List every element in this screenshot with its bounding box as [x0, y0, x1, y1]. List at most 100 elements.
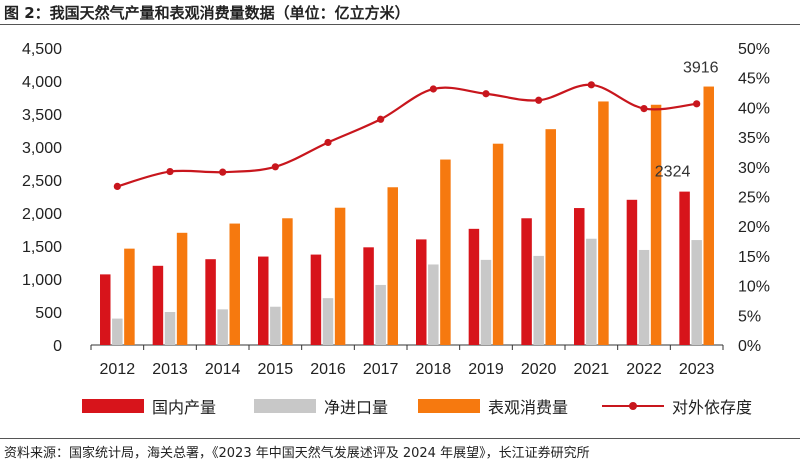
dependency-point: [219, 168, 227, 176]
legend-swatch-net-import: [254, 399, 316, 413]
bar-domestic: [521, 218, 532, 345]
legend-label-net-import: 净进口量: [324, 398, 389, 417]
legend-item-net-import: 净进口量: [254, 393, 388, 419]
y-axis-tick-label: 1,000: [22, 272, 62, 289]
y2-axis-tick-label: 5%: [738, 308, 761, 325]
bar-consumption: [598, 101, 609, 346]
x-axis-tick-label: 2014: [205, 361, 241, 378]
legend-item-domestic: 国内产量: [82, 393, 216, 419]
x-axis-tick-label: 2023: [679, 361, 715, 378]
bar-consumption: [176, 232, 188, 345]
bar-domestic: [416, 239, 427, 345]
y2-axis-tick-label: 0%: [738, 338, 761, 355]
bar-net-import: [638, 249, 650, 345]
bar-net-import: [533, 255, 544, 345]
y-axis-tick-label: 2,500: [22, 173, 62, 190]
bar-net-import: [691, 240, 702, 345]
data-label-domestic-2023: 2324: [655, 164, 691, 181]
bar-consumption: [387, 187, 398, 345]
dependency-point: [271, 163, 279, 171]
x-axis-tick-label: 2022: [626, 361, 662, 378]
legend-item-dependency: 对外依存度: [602, 393, 752, 419]
bar-net-import: [586, 238, 597, 345]
legend-label-consumption: 表观消费量: [488, 398, 569, 417]
y2-axis-tick-label: 10%: [738, 279, 770, 296]
bar-consumption: [282, 218, 293, 345]
data-label-consumption-2023: 3916: [683, 60, 719, 77]
x-axis-tick-label: 2019: [468, 361, 504, 378]
legend-label-domestic: 国内产量: [152, 398, 217, 417]
bar-net-import: [270, 306, 281, 345]
y-axis-tick-label: 4,500: [22, 41, 62, 58]
dependency-point: [693, 100, 701, 108]
bar-net-import: [480, 259, 492, 345]
y2-axis-tick-label: 45%: [738, 71, 770, 88]
bar-consumption: [334, 207, 346, 345]
dependency-line: [117, 83, 697, 188]
bar-consumption: [650, 104, 662, 345]
x-axis-tick-label: 2015: [258, 361, 294, 378]
bar-net-import: [322, 298, 334, 345]
y-axis-tick-label: 3,000: [22, 140, 62, 157]
bar-domestic: [468, 228, 480, 345]
bar-domestic: [152, 265, 164, 345]
dependency-point: [324, 138, 332, 147]
y-axis-tick-label: 2,000: [22, 206, 62, 223]
bar-domestic: [205, 259, 216, 345]
y2-axis-tick-label: 35%: [738, 130, 770, 147]
title-divider: [0, 24, 800, 25]
bar-consumption: [440, 159, 451, 345]
y2-axis-tick-label: 40%: [738, 100, 770, 117]
bar-domestic: [363, 247, 374, 345]
bar-domestic: [100, 274, 111, 345]
dependency-point: [535, 96, 543, 104]
bar-net-import: [375, 284, 386, 345]
dependency-point: [640, 104, 648, 113]
bar-consumption: [703, 86, 714, 345]
dependency-point: [482, 90, 490, 98]
dependency-point: [377, 115, 385, 123]
bar-domestic: [258, 256, 269, 345]
bar-domestic: [574, 208, 585, 345]
bar-net-import: [164, 312, 176, 345]
x-axis-tick-label: 2017: [363, 361, 399, 378]
legend-swatch-domestic: [82, 399, 144, 413]
y2-axis-tick-label: 25%: [738, 190, 770, 207]
bar-net-import: [428, 264, 439, 345]
x-axis-tick-label: 2013: [152, 361, 188, 378]
dependency-point: [166, 167, 174, 176]
bar-consumption: [229, 223, 240, 345]
bar-consumption: [124, 248, 135, 345]
y-axis-tick-label: 4,000: [22, 74, 62, 91]
x-axis-tick-label: 2012: [100, 361, 136, 378]
bar-consumption: [545, 129, 556, 345]
bar-domestic: [626, 199, 638, 345]
y-axis-tick-label: 3,500: [22, 107, 62, 124]
legend-label-dependency: 对外依存度: [672, 398, 753, 417]
chart-legend: 国内产量 净进口量 表观消费量 对外依存度: [58, 393, 778, 419]
y2-axis-tick-label: 20%: [738, 219, 770, 236]
dependency-point: [587, 81, 595, 89]
dependency-point: [113, 182, 121, 191]
figure-title: 图 2：我国天然气产量和表观消费量数据（单位：亿立方米）: [4, 4, 410, 22]
bar-net-import: [217, 309, 228, 345]
bar-domestic: [679, 191, 690, 345]
bar-domestic: [310, 254, 322, 345]
y2-axis-tick-label: 30%: [738, 160, 770, 177]
legend-swatch-consumption: [418, 399, 480, 413]
x-axis-tick-label: 2021: [574, 361, 610, 378]
y2-axis-tick-label: 15%: [738, 249, 770, 266]
y-axis-tick-label: 1,500: [22, 239, 62, 256]
source-note: 资料来源：国家统计局，海关总署，《2023 年中国天然气发展述评及 2024 年…: [4, 446, 590, 461]
x-axis-tick-label: 2016: [310, 361, 346, 378]
x-axis-tick-label: 2020: [521, 361, 557, 378]
bar-net-import: [112, 318, 123, 345]
y2-axis-tick-label: 50%: [738, 41, 770, 58]
source-divider: [0, 438, 800, 439]
y-axis-tick-label: 0: [53, 338, 62, 355]
legend-line-dependency: [602, 399, 664, 413]
dependency-point: [429, 85, 437, 93]
y-axis-tick-label: 500: [35, 305, 62, 322]
